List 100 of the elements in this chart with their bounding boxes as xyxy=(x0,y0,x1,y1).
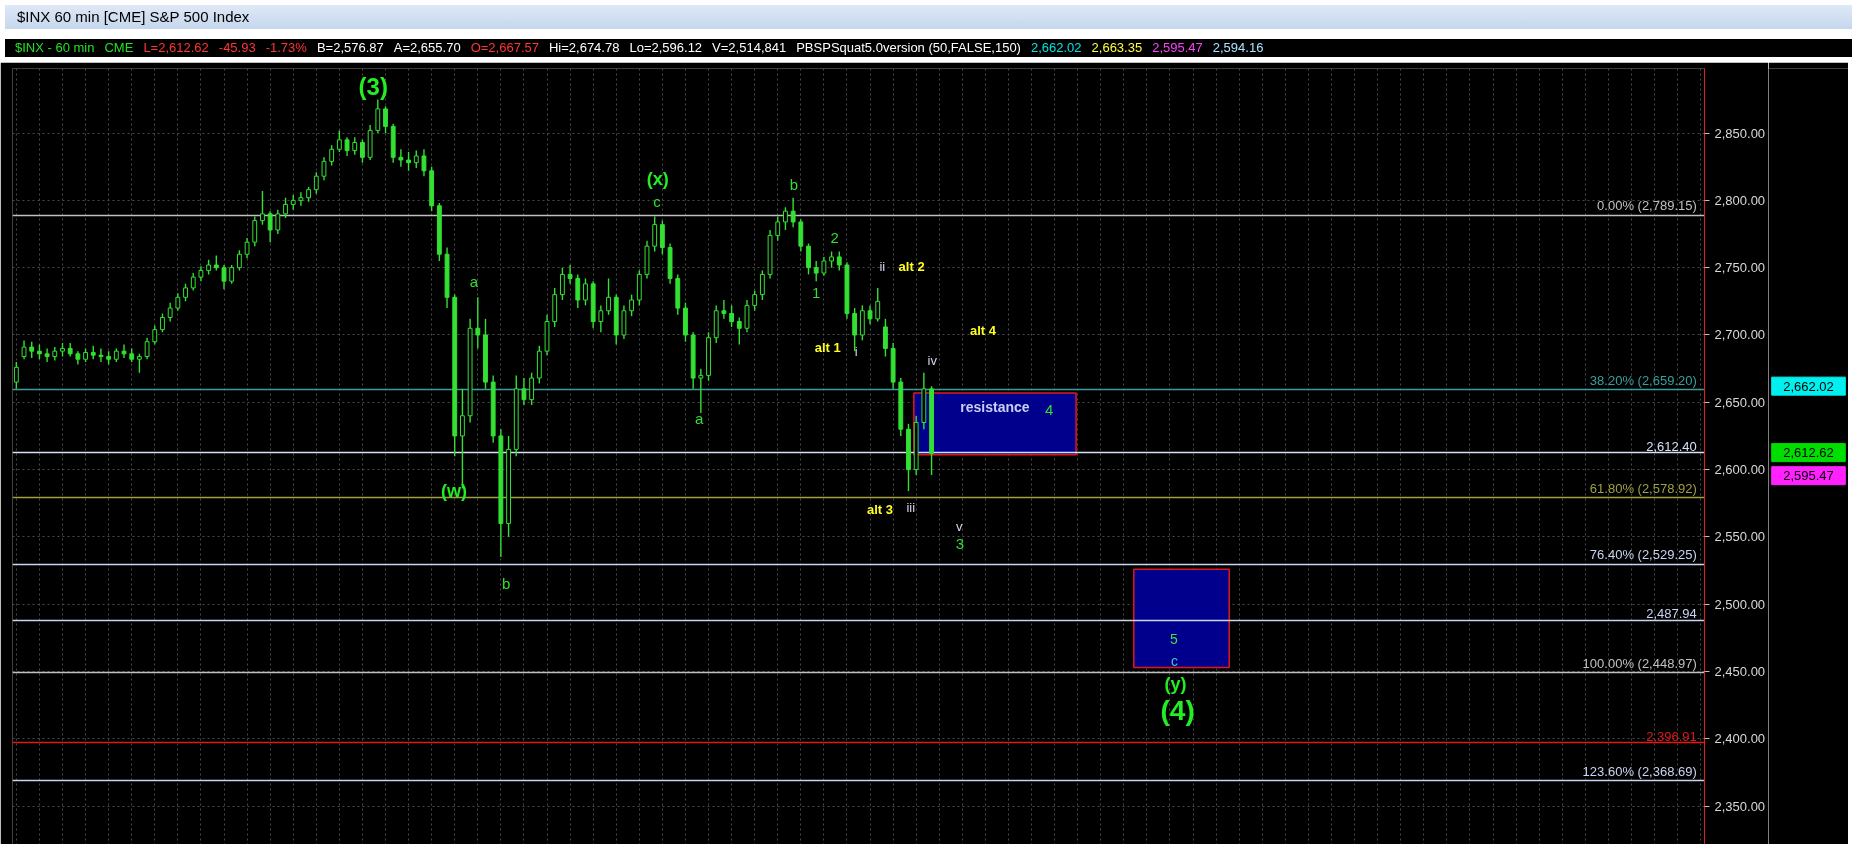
candlestick xyxy=(606,277,611,316)
candlestick xyxy=(775,215,781,242)
candlestick xyxy=(336,129,342,153)
candlestick xyxy=(529,371,535,406)
annotation: 1 xyxy=(812,284,821,302)
text: Hi=2,674.78 xyxy=(548,40,620,55)
y-tick-label: 2,700.00 xyxy=(1714,327,1766,343)
text: PBSPSquat5.0version (50,FALSE,150) xyxy=(796,40,1021,55)
annotation: iii xyxy=(906,499,916,515)
annotation: (3) xyxy=(358,72,388,100)
candlestick xyxy=(321,156,327,181)
annotation: b xyxy=(502,575,511,593)
ref-line-label: 2,487.94 xyxy=(1646,606,1697,622)
text: Lo=2,596.12 xyxy=(629,40,703,55)
ref-line-label: 2,612.40 xyxy=(1646,438,1697,454)
candlestick xyxy=(152,324,158,346)
candlestick xyxy=(221,264,227,290)
y-tick-label: 2,500.00 xyxy=(1714,596,1766,612)
candlestick xyxy=(752,289,758,312)
annotation: c xyxy=(1171,652,1179,669)
candlestick xyxy=(521,377,527,406)
candlestick xyxy=(167,302,173,323)
candlestick xyxy=(406,151,411,172)
candlestick xyxy=(398,148,404,168)
text: 2,612.62 xyxy=(1783,445,1834,461)
candlestick xyxy=(475,296,481,350)
annotation: 2 xyxy=(830,229,839,247)
ref-line-label: 38.20% (2,659.20) xyxy=(1589,372,1697,388)
candlestick xyxy=(275,209,281,235)
annotation: iv xyxy=(927,353,938,369)
candlestick xyxy=(790,197,796,229)
candlestick xyxy=(744,299,750,334)
candlestick xyxy=(160,312,165,334)
y-tick-label: 2,650.00 xyxy=(1714,394,1766,410)
text: V=2,514,841 xyxy=(712,40,787,55)
candlestick xyxy=(144,336,150,360)
candlestick xyxy=(21,339,27,360)
candlestick xyxy=(806,242,811,276)
text: 2,595.47 xyxy=(1152,40,1203,55)
annotation: alt 1 xyxy=(814,339,841,355)
candlestick xyxy=(344,136,350,157)
ref-line-label: 76.40% (2,529.25) xyxy=(1589,547,1697,563)
annotation: (w) xyxy=(440,481,467,502)
text: L=2,612.62 xyxy=(143,40,209,55)
annotation: (4) xyxy=(1160,695,1195,727)
annotation: alt 4 xyxy=(970,323,997,339)
candlestick xyxy=(98,347,104,363)
candlestick xyxy=(360,139,365,164)
candlestick xyxy=(44,347,50,363)
text: 2,662.02 xyxy=(1030,40,1082,55)
candlestick xyxy=(583,277,588,307)
candlestick xyxy=(729,304,735,328)
candlestick xyxy=(267,210,273,243)
text: -45.93 xyxy=(218,40,256,55)
candlestick xyxy=(575,273,581,309)
candlestick xyxy=(852,307,858,352)
annotation: a xyxy=(695,409,705,427)
ref-line-label: 2,396.91 xyxy=(1646,728,1697,744)
chart-title: $INX 60 min [CME] S&P 500 Index xyxy=(5,5,1852,29)
band-label: resistance xyxy=(960,399,1030,416)
candlestick xyxy=(659,219,665,255)
candlestick xyxy=(567,264,573,285)
candlestick xyxy=(598,304,604,334)
text: B=2,576.87 xyxy=(316,40,384,55)
candlestick xyxy=(652,215,658,253)
annotation: a xyxy=(469,272,479,290)
annotation: i xyxy=(854,343,858,359)
y-tick-label: 2,600.00 xyxy=(1714,462,1766,478)
annotation: (x) xyxy=(646,168,669,189)
candlestick xyxy=(229,264,235,285)
text: 2,594.16 xyxy=(1212,40,1264,55)
candlestick xyxy=(836,250,842,272)
text: 2,595.47 xyxy=(1783,468,1834,484)
ref-line-label: 123.60% (2,368.69) xyxy=(1582,763,1697,779)
candlestick xyxy=(559,267,565,301)
y-tick-label: 2,350.00 xyxy=(1714,798,1766,814)
candlestick xyxy=(136,353,142,374)
candlestick xyxy=(875,287,881,323)
y-tick-label: 2,450.00 xyxy=(1714,663,1766,679)
candlestick xyxy=(629,293,635,317)
candlestick xyxy=(244,237,250,259)
candlestick xyxy=(821,256,827,277)
annotation: c xyxy=(653,193,662,211)
candlestick xyxy=(421,148,427,177)
text: 2,663.35 xyxy=(1091,40,1143,55)
candlestick xyxy=(236,249,242,272)
text: 2,662.02 xyxy=(1783,378,1834,394)
candlestick xyxy=(313,171,319,195)
candlestick xyxy=(329,144,335,167)
candlestick xyxy=(698,367,704,414)
ref-line-label: 100.00% (2,448.97) xyxy=(1582,655,1697,671)
candlestick xyxy=(260,190,265,226)
y-tick-label: 2,400.00 xyxy=(1714,731,1766,747)
candlestick xyxy=(813,260,819,282)
candlestick xyxy=(298,191,304,207)
candlestick xyxy=(252,215,258,247)
annotation: ii xyxy=(879,258,886,274)
annotation: b xyxy=(789,175,799,193)
candlestick xyxy=(383,105,388,134)
candlestick xyxy=(736,316,742,346)
